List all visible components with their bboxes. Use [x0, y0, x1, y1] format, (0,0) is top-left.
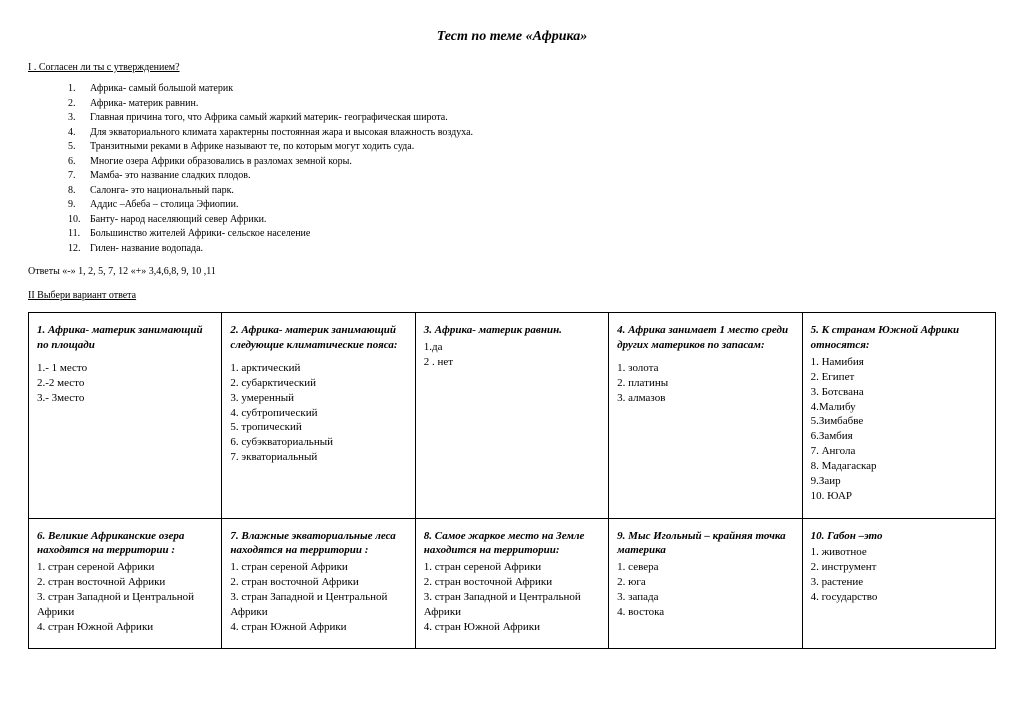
option-item: 1. стран сереной Африки	[424, 560, 600, 575]
option-item: 5. тропический	[230, 420, 406, 435]
question-cell: 4. Африка занимает 1 место среди других …	[609, 313, 802, 518]
statement-item: 7.Мамба- это название сладких плодов.	[68, 169, 996, 183]
question-title: 9. Мыс Игольный – крайняя точка материка	[617, 529, 793, 559]
option-item: 3. стран Западной и Центральной Африки	[230, 590, 406, 620]
question-title: 4. Африка занимает 1 место среди других …	[617, 323, 793, 353]
option-item: 1. арктический	[230, 361, 406, 376]
question-options: 1. севера2. юга3. запада4. востока	[617, 560, 793, 619]
statement-item: 8.Салонга- это национальный парк.	[68, 184, 996, 198]
option-item: 1.- 1 место	[37, 361, 213, 376]
option-item: 4. государство	[811, 590, 987, 605]
option-item: 1.да	[424, 340, 600, 355]
question-options: 1. Намибия2. Египет3. Ботсвана4.Малибу5.…	[811, 355, 987, 503]
option-item: 3. запада	[617, 590, 793, 605]
table-row: 6. Великие Африканские озера находятся н…	[29, 518, 996, 649]
option-item: 2. стран восточной Африки	[424, 575, 600, 590]
statement-item: 6.Многие озера Африки образовались в раз…	[68, 155, 996, 169]
question-title: 6. Великие Африканские озера находятся н…	[37, 529, 213, 559]
question-options: 1. стран сереной Африки2. стран восточно…	[37, 560, 213, 634]
option-item: 1. стран сереной Африки	[230, 560, 406, 575]
option-item: 10. ЮАР	[811, 489, 987, 504]
option-item: 1. золота	[617, 361, 793, 376]
option-item: 2 . нет	[424, 355, 600, 370]
option-item: 6. субэкваториальный	[230, 435, 406, 450]
option-item: 4. стран Южной Африки	[424, 620, 600, 635]
option-item: 2.-2 место	[37, 376, 213, 391]
question-options: 1. стран сереной Африки2. стран восточно…	[424, 560, 600, 634]
question-title: 8. Самое жаркое место на Земле находится…	[424, 529, 600, 559]
option-item: 2. юга	[617, 575, 793, 590]
table-row: 1. Африка- материк занимающий по площади…	[29, 313, 996, 518]
question-title: 7. Влажные экваториальные леса находятся…	[230, 529, 406, 559]
question-options: 1. арктический2. субарктический3. умерен…	[230, 361, 406, 465]
statement-item: 10.Банту- народ населяющий север Африки.	[68, 213, 996, 227]
option-item: 2. субарктический	[230, 376, 406, 391]
question-title: 1. Африка- материк занимающий по площади	[37, 323, 213, 353]
question-title: 3. Африка- материк равнин.	[424, 323, 600, 338]
option-item: 1. Намибия	[811, 355, 987, 370]
statement-item: 5.Транзитными реками в Африке называют т…	[68, 140, 996, 154]
section2-heading: II Выбери вариант ответа	[28, 289, 996, 303]
option-item: 3. Ботсвана	[811, 385, 987, 400]
page-title: Тест по теме «Африка»	[28, 28, 996, 47]
option-item: 2. Египет	[811, 370, 987, 385]
statement-item: 11.Большинство жителей Африки- сельское …	[68, 227, 996, 241]
option-item: 1. севера	[617, 560, 793, 575]
statement-item: 3.Главная причина того, что Африка самый…	[68, 111, 996, 125]
question-cell: 3. Африка- материк равнин. 1.да2 . нет	[415, 313, 608, 518]
question-cell: 7. Влажные экваториальные леса находятся…	[222, 518, 415, 649]
question-options: 1.да2 . нет	[424, 340, 600, 370]
option-item: 4. востока	[617, 605, 793, 620]
statements-list: 1.Африка- самый большой материк2.Африка-…	[68, 82, 996, 255]
option-item: 4.Малибу	[811, 400, 987, 415]
question-cell: 2. Африка- материк занимающий следующие …	[222, 313, 415, 518]
question-title: 2. Африка- материк занимающий следующие …	[230, 323, 406, 353]
question-options: 1. животное2. инструмент3. растение4. го…	[811, 545, 987, 604]
option-item: 3. умеренный	[230, 391, 406, 406]
question-options: 1. стран сереной Африки2. стран восточно…	[230, 560, 406, 634]
option-item: 3. стран Западной и Центральной Африки	[424, 590, 600, 620]
question-title: 5. К странам Южной Африки относятся:	[811, 323, 987, 353]
question-title: 10. Габон –это	[811, 529, 987, 544]
question-options: 1.- 1 место2.-2 место3.- 3место	[37, 361, 213, 406]
option-item: 2. платины	[617, 376, 793, 391]
option-item: 2. стран восточной Африки	[37, 575, 213, 590]
question-options: 1. золота2. платины3. алмазов	[617, 361, 793, 406]
option-item: 6.Замбия	[811, 429, 987, 444]
statement-item: 1.Африка- самый большой материк	[68, 82, 996, 96]
statement-item: 9.Аддис –Абеба – столица Эфиопии.	[68, 198, 996, 212]
statement-item: 12.Гилен- название водопада.	[68, 242, 996, 256]
option-item: 4. субтропический	[230, 406, 406, 421]
option-item: 3. стран Западной и Центральной Африки	[37, 590, 213, 620]
statement-item: 4.Для экваториального климата характерны…	[68, 126, 996, 140]
questions-table: 1. Африка- материк занимающий по площади…	[28, 312, 996, 649]
option-item: 3.- 3место	[37, 391, 213, 406]
statement-item: 2.Африка- материк равнин.	[68, 97, 996, 111]
option-item: 4. стран Южной Африки	[230, 620, 406, 635]
option-item: 1. животное	[811, 545, 987, 560]
question-cell: 1. Африка- материк занимающий по площади…	[29, 313, 222, 518]
option-item: 8. Мадагаскар	[811, 459, 987, 474]
option-item: 9.Заир	[811, 474, 987, 489]
question-cell: 6. Великие Африканские озера находятся н…	[29, 518, 222, 649]
question-cell: 5. К странам Южной Африки относятся:1. Н…	[802, 313, 995, 518]
section1-heading: I . Согласен ли ты с утверждением?	[28, 61, 996, 75]
option-item: 3. алмазов	[617, 391, 793, 406]
option-item: 2. стран восточной Африки	[230, 575, 406, 590]
option-item: 1. стран сереной Африки	[37, 560, 213, 575]
option-item: 7. экваториальный	[230, 450, 406, 465]
option-item: 3. растение	[811, 575, 987, 590]
option-item: 5.Зимбабве	[811, 414, 987, 429]
option-item: 7. Ангола	[811, 444, 987, 459]
section1-answers: Ответы «-» 1, 2, 5, 7, 12 «+» 3,4,6,8, 9…	[28, 265, 996, 279]
option-item: 4. стран Южной Африки	[37, 620, 213, 635]
question-cell: 10. Габон –это1. животное2. инструмент3.…	[802, 518, 995, 649]
question-cell: 9. Мыс Игольный – крайняя точка материка…	[609, 518, 802, 649]
question-cell: 8. Самое жаркое место на Земле находится…	[415, 518, 608, 649]
option-item: 2. инструмент	[811, 560, 987, 575]
